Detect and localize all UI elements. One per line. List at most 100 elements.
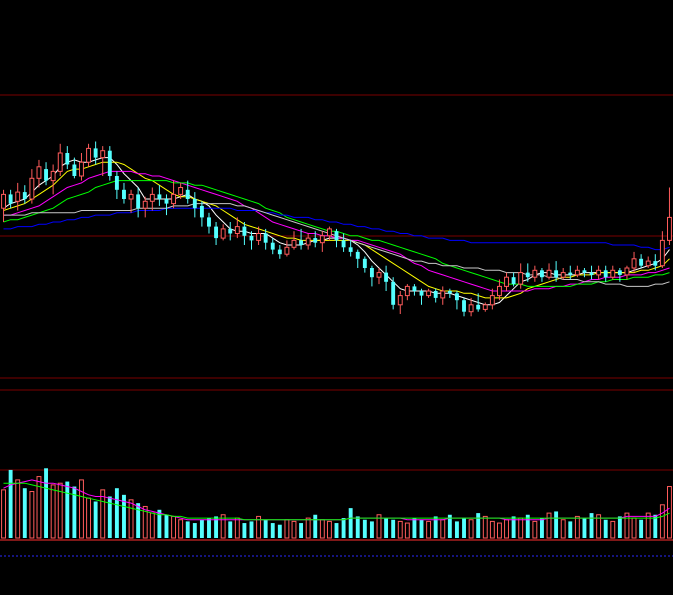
- volume-bar: [667, 486, 672, 539]
- volume-bar: [93, 501, 98, 538]
- volume-bar: [36, 476, 42, 539]
- candle-body: [504, 276, 509, 287]
- candle-body: [568, 272, 573, 275]
- volume-bar: [468, 519, 474, 539]
- candle-body: [249, 235, 254, 241]
- volume-bar: [122, 494, 126, 538]
- candle-body: [122, 189, 126, 199]
- candle-body: [639, 258, 644, 266]
- candle-body: [270, 242, 275, 250]
- volume-bar: [560, 519, 566, 539]
- candle-body: [36, 166, 42, 179]
- volume-bar: [249, 521, 254, 538]
- volume-bar: [539, 518, 544, 538]
- candle-body: [86, 147, 92, 163]
- volume-bar: [242, 523, 247, 538]
- candle-body: [157, 194, 162, 199]
- volume-bar: [44, 468, 48, 538]
- volume-bar: [391, 519, 396, 538]
- volume-bar: [15, 479, 21, 539]
- volume-bar: [326, 520, 332, 539]
- volume-bar: [525, 514, 530, 538]
- volume-bar: [263, 519, 268, 538]
- candle-body: [574, 269, 580, 276]
- volume-bar: [511, 516, 516, 538]
- candle-body: [489, 295, 495, 306]
- volume-bar: [79, 479, 84, 539]
- candle-body: [462, 300, 466, 312]
- volume-bar: [645, 512, 651, 539]
- candle-body: [57, 152, 63, 172]
- candle-body: [220, 228, 226, 239]
- candle-body: [107, 150, 112, 176]
- candle-body: [419, 291, 424, 296]
- volume-bar: [476, 513, 481, 538]
- volume-bar: [256, 515, 262, 539]
- volume-bar: [504, 519, 509, 539]
- volume-bar: [185, 521, 190, 538]
- volume-bar: [639, 519, 644, 538]
- volume-moving-averages: [3, 479, 670, 521]
- volume-bar: [319, 519, 325, 539]
- volume-bar: [603, 519, 608, 538]
- candle-body: [334, 231, 339, 241]
- candle-body: [214, 226, 219, 239]
- volume-bar: [192, 523, 197, 538]
- candle-body: [433, 291, 438, 298]
- candle-body: [645, 260, 651, 267]
- volume-bar: [631, 517, 637, 539]
- candle-body: [192, 199, 197, 209]
- candle-body: [369, 268, 374, 278]
- volume-bar: [362, 519, 367, 538]
- volume-bar: [334, 523, 339, 538]
- candle-body: [136, 194, 141, 209]
- volume-bar: [128, 499, 134, 539]
- candle-body: [554, 270, 559, 278]
- volume-bar: [546, 512, 552, 539]
- candle-body: [8, 194, 13, 204]
- candle-body: [341, 240, 346, 248]
- candle-body: [149, 193, 155, 202]
- volume-bar: [440, 519, 446, 539]
- candle-body: [667, 216, 672, 241]
- volume-bar: [518, 517, 524, 539]
- volume-bar: [617, 516, 622, 538]
- candle-body: [326, 228, 332, 237]
- volume-bar: [624, 512, 630, 539]
- candle-body: [582, 270, 587, 273]
- volume-bar: [653, 514, 658, 538]
- candle-body: [589, 272, 594, 275]
- volume-bar: [659, 504, 665, 539]
- candle-body: [468, 304, 474, 313]
- volume-bar: [426, 520, 432, 539]
- candle-body: [234, 226, 240, 235]
- candle-body: [518, 272, 524, 285]
- volume-bar: [496, 522, 502, 539]
- candle-body: [348, 247, 353, 252]
- volume-bar: [142, 505, 148, 539]
- candle-body: [185, 189, 190, 199]
- candle-body: [29, 177, 35, 200]
- candle-body: [397, 295, 403, 306]
- ma-line-ma60: [3, 207, 670, 251]
- candle-body: [631, 258, 637, 269]
- volume-bar: [348, 508, 353, 538]
- candle-body: [610, 269, 616, 278]
- candle-body: [142, 200, 148, 209]
- candle-body: [72, 164, 77, 176]
- candle-body: [199, 205, 204, 218]
- volume-bar: [270, 523, 275, 538]
- candle-body: [384, 272, 389, 282]
- volume-bar: [284, 519, 290, 539]
- candle-body: [482, 304, 488, 310]
- candle-body: [546, 269, 552, 278]
- volume-bar: [199, 519, 204, 538]
- candle-body: [426, 290, 432, 297]
- candle-body: [178, 187, 184, 195]
- volume-bar: [299, 523, 304, 538]
- volume-ma-line-vol_ma10: [3, 482, 670, 521]
- volume-bar: [376, 514, 382, 539]
- price-candles: [1, 141, 672, 317]
- candle-body: [291, 239, 297, 248]
- candle-body: [525, 272, 530, 278]
